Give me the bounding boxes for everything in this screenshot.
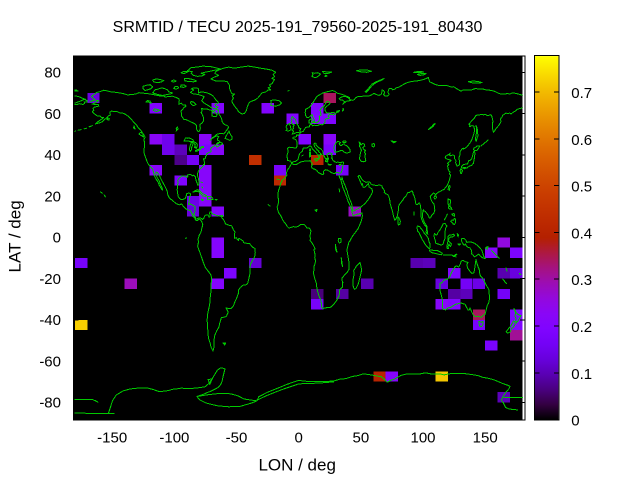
svg-text:-150: -150: [97, 430, 127, 447]
svg-text:-100: -100: [159, 430, 189, 447]
svg-text:LAT / deg: LAT / deg: [6, 200, 25, 272]
svg-text:LON / deg: LON / deg: [258, 456, 336, 475]
svg-text:0.5: 0.5: [571, 179, 592, 196]
svg-text:-20: -20: [39, 271, 61, 288]
svg-text:0.1: 0.1: [571, 366, 592, 383]
svg-text:-80: -80: [39, 395, 61, 412]
svg-text:0.2: 0.2: [571, 319, 592, 336]
svg-text:0: 0: [295, 430, 303, 447]
svg-text:150: 150: [473, 430, 498, 447]
svg-text:0: 0: [53, 230, 61, 247]
svg-text:20: 20: [44, 188, 61, 205]
svg-text:80: 80: [44, 65, 61, 82]
svg-text:0.7: 0.7: [571, 85, 592, 102]
svg-text:50: 50: [353, 430, 370, 447]
svg-text:-50: -50: [226, 430, 248, 447]
svg-text:100: 100: [410, 430, 435, 447]
svg-text:0.3: 0.3: [571, 272, 592, 289]
svg-text:0.4: 0.4: [571, 225, 592, 242]
svg-text:40: 40: [44, 147, 61, 164]
svg-text:-40: -40: [39, 312, 61, 329]
svg-text:60: 60: [44, 106, 61, 123]
svg-text:0.6: 0.6: [571, 132, 592, 149]
svg-text:SRMTID / TECU 2025-191_79560-2: SRMTID / TECU 2025-191_79560-2025-191_80…: [113, 19, 483, 36]
svg-text:0: 0: [571, 413, 579, 430]
svg-text:-60: -60: [39, 353, 61, 370]
